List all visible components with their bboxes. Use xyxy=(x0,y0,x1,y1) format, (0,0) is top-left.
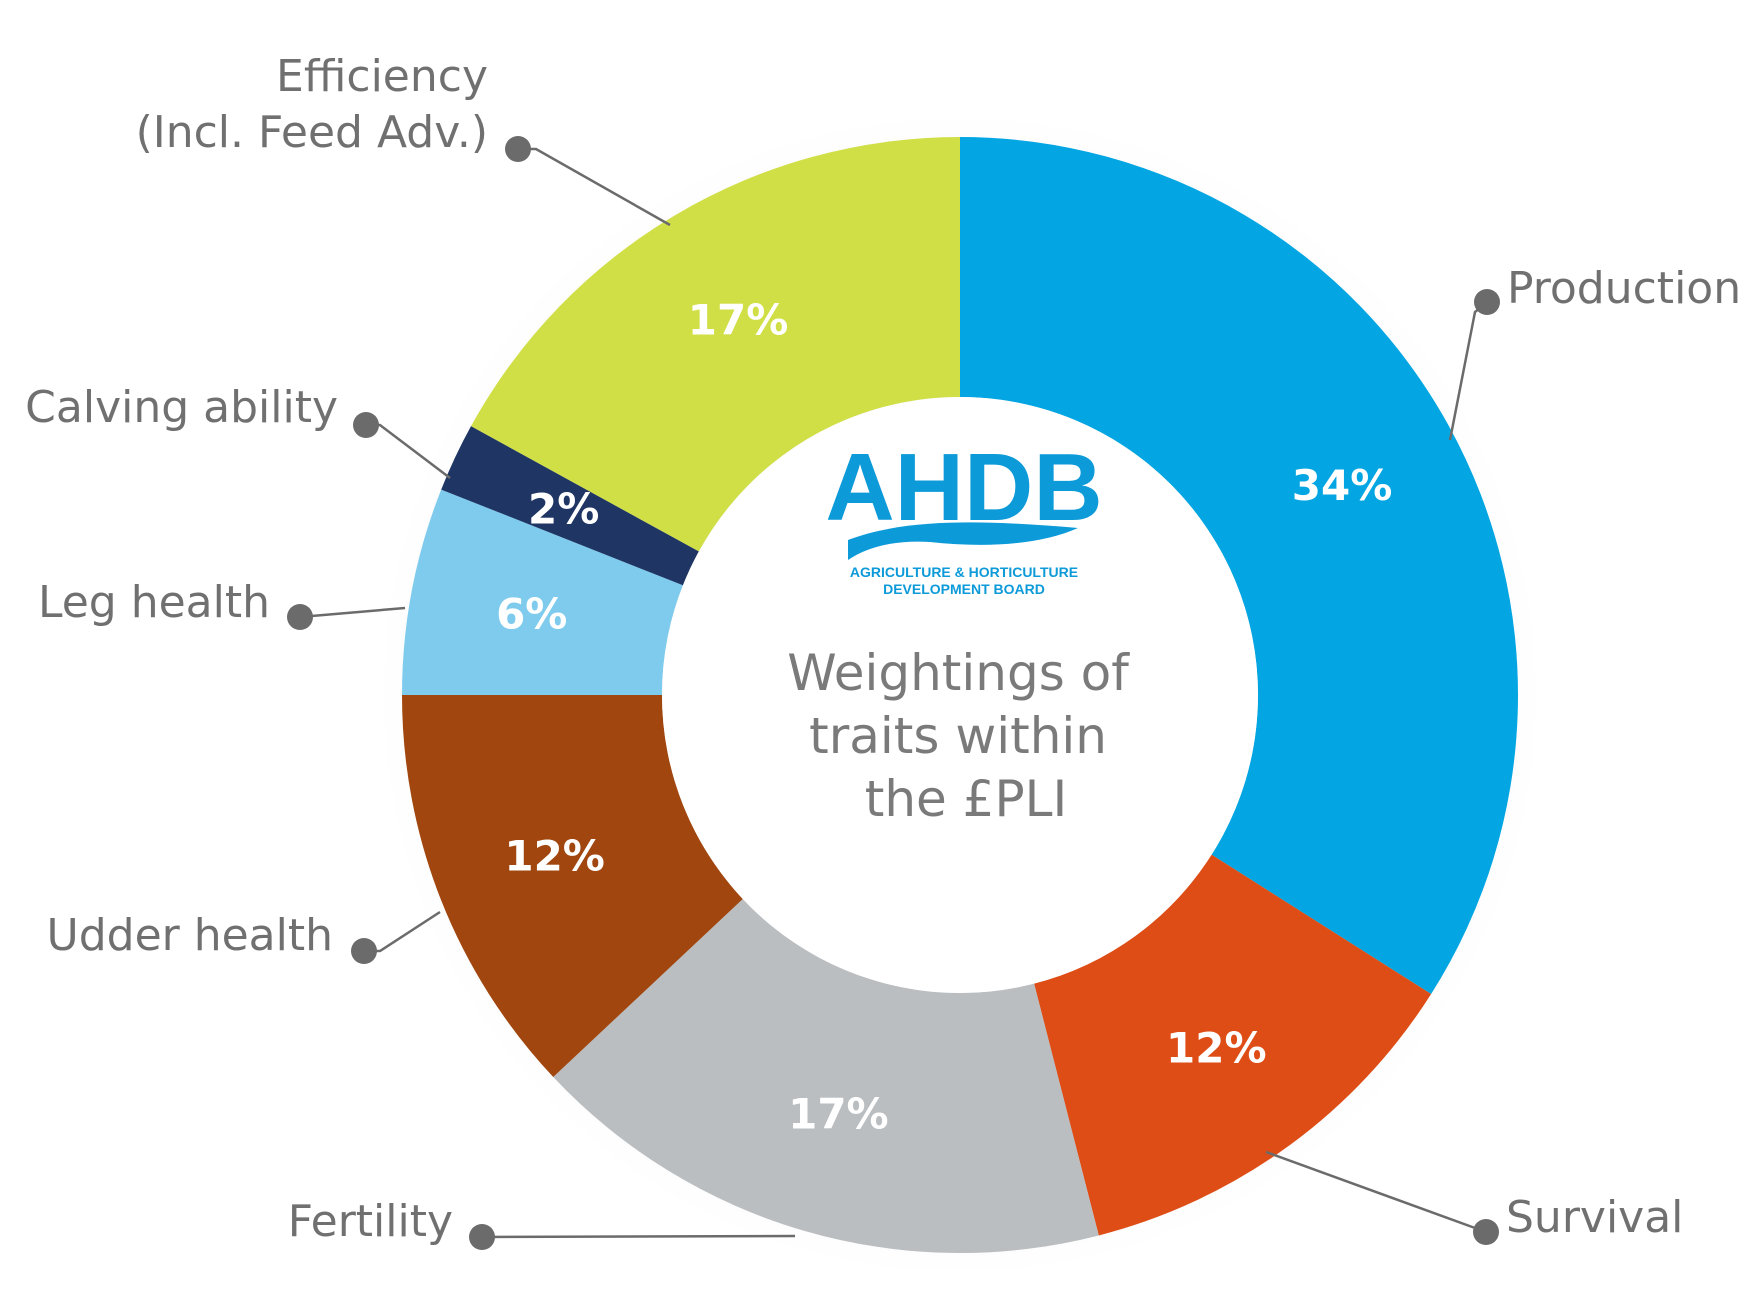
center-title-line-3: the £PLI xyxy=(865,770,1068,828)
leader-line-fertility xyxy=(481,1234,796,1239)
leader-dot-leg-health xyxy=(287,604,313,630)
slice-category-labels: Production Survival Fertility Udder health L… xyxy=(25,51,1741,1247)
category-label-efficiency: Efficiency (Incl. Feed Adv.) xyxy=(136,51,488,158)
value-label-udder-health: 12% xyxy=(504,832,605,881)
slice-survival xyxy=(1034,854,1432,1236)
slice-value-labels: 34% 12% 17% 12% 6% 2% 17% xyxy=(496,296,1392,1139)
category-label-fertility: Fertility xyxy=(288,1196,453,1247)
category-label-leg-health: Leg health xyxy=(38,577,270,628)
category-label-line: Production xyxy=(1507,263,1741,314)
value-label-leg-health: 6% xyxy=(496,589,567,638)
leader-dot-calving-ability xyxy=(353,412,379,438)
category-label-survival: Survival xyxy=(1506,1192,1683,1243)
slice-calving-ability xyxy=(441,426,699,586)
slice-udder-health xyxy=(402,695,743,1077)
value-label-fertility: 17% xyxy=(788,1090,889,1139)
center-title-line-1: Weightings of xyxy=(787,644,1130,702)
pie-slices xyxy=(402,137,1518,1253)
category-label-calving-ability: Calving ability xyxy=(25,382,338,433)
slice-efficiency xyxy=(471,137,960,552)
slice-production xyxy=(960,137,1518,994)
logo-subtitle-line-1: AGRICULTURE & HORTICULTURE xyxy=(850,564,1078,580)
leader-dot-production xyxy=(1474,289,1500,315)
category-label-line: Leg health xyxy=(38,577,270,628)
category-label-production: Production xyxy=(1507,263,1741,314)
category-label-line: Udder health xyxy=(47,910,334,961)
value-label-production: 34% xyxy=(1292,461,1393,510)
logo-subtitle-line-2: DEVELOPMENT BOARD xyxy=(883,581,1045,597)
leader-dot-udder-health xyxy=(351,938,377,964)
category-label-line: (Incl. Feed Adv.) xyxy=(136,107,488,158)
category-label-line: Efficiency xyxy=(276,51,488,102)
leader-lines xyxy=(287,136,1500,1250)
value-label-survival: 12% xyxy=(1166,1024,1267,1073)
chart-center: AHDB AGRICULTURE & HORTICULTURE DEVELOPM… xyxy=(787,434,1145,828)
slice-fertility xyxy=(553,898,1099,1253)
category-label-line: Survival xyxy=(1506,1192,1683,1243)
slice-leg-health xyxy=(402,489,683,695)
donut-hole xyxy=(662,397,1258,993)
category-label-line: Fertility xyxy=(288,1196,453,1247)
leader-line-leg-health xyxy=(299,606,406,619)
logo-wave xyxy=(848,522,1078,560)
center-title-line-2: traits within xyxy=(809,707,1107,765)
ahdb-logo: AHDB AGRICULTURE & HORTICULTURE DEVELOPM… xyxy=(825,434,1102,597)
leader-dot-efficiency xyxy=(505,136,531,162)
leader-dot-survival xyxy=(1473,1219,1499,1245)
leader-line-survival xyxy=(1265,1150,1487,1234)
category-label-udder-health: Udder health xyxy=(47,910,334,961)
center-title: Weightings of traits within the £PLI xyxy=(787,644,1145,828)
value-label-calving-ability: 2% xyxy=(528,485,599,534)
value-label-efficiency: 17% xyxy=(688,296,789,345)
leader-dot-fertility xyxy=(469,1224,495,1250)
category-label-line: Calving ability xyxy=(25,382,338,433)
